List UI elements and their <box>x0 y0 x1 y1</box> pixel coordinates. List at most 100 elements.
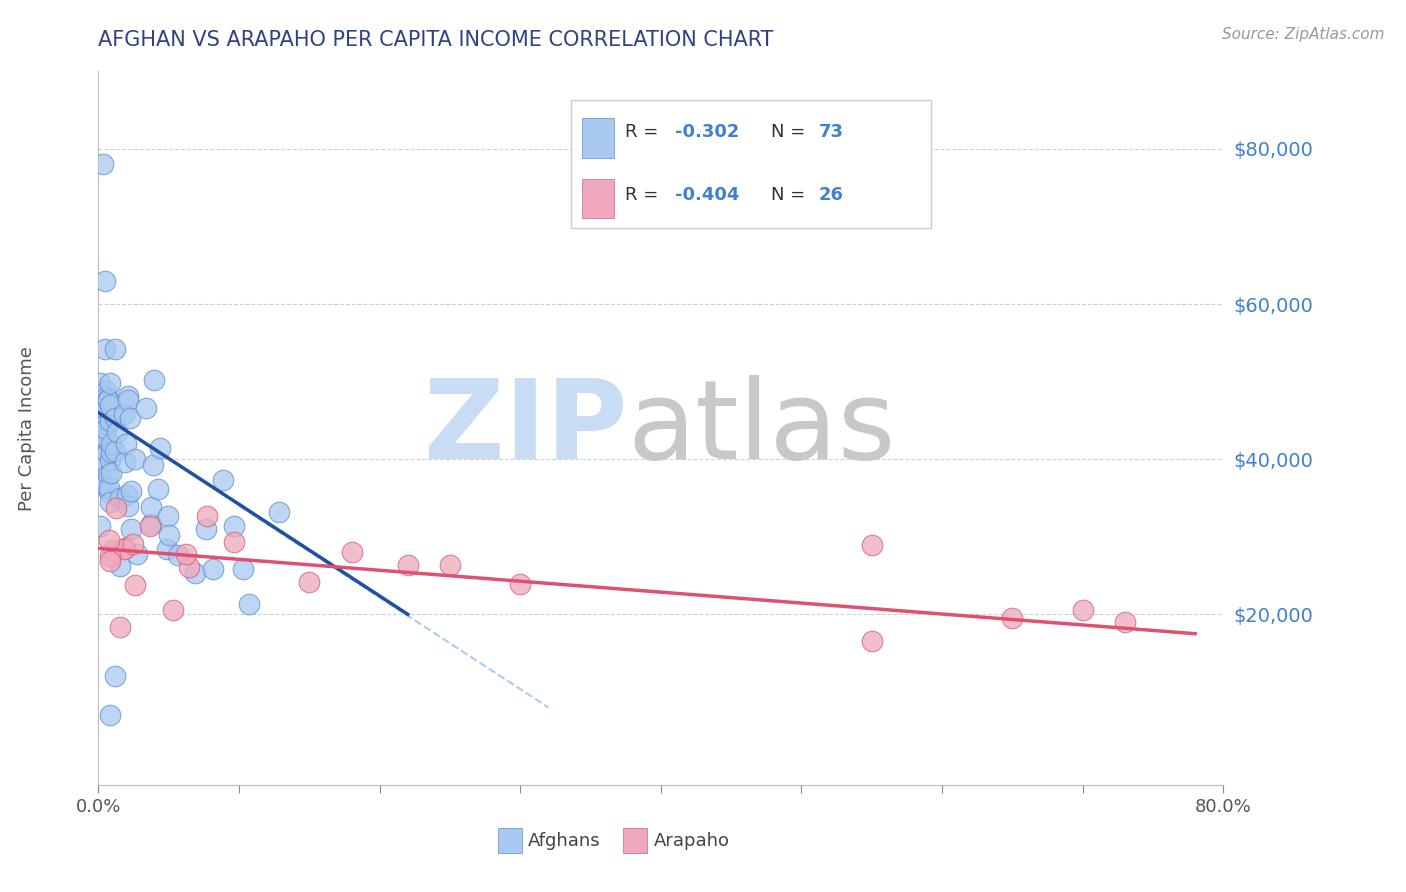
Point <box>89 518 111 533</box>
Point <box>138 518 160 533</box>
Point <box>90 431 112 445</box>
Point <box>162 603 184 617</box>
Point <box>110 620 132 634</box>
FancyBboxPatch shape <box>571 100 931 228</box>
Point <box>105 500 128 515</box>
Point <box>167 548 190 562</box>
Point <box>184 566 207 580</box>
Text: Arapaho: Arapaho <box>654 831 730 849</box>
Point <box>1114 615 1136 629</box>
Point <box>104 342 127 356</box>
Point <box>124 578 146 592</box>
Point <box>89 376 111 390</box>
Point <box>100 437 122 451</box>
Point <box>115 437 138 451</box>
Point <box>100 495 122 509</box>
Point <box>105 425 128 440</box>
Point <box>98 533 121 547</box>
Point <box>122 536 145 550</box>
Point <box>114 541 136 556</box>
Point <box>90 440 112 454</box>
Point <box>157 509 180 524</box>
Bar <box>498 828 523 853</box>
Text: Afghans: Afghans <box>529 831 600 849</box>
Point <box>125 547 148 561</box>
Point <box>142 458 165 472</box>
Point <box>117 393 139 408</box>
Point <box>100 467 122 481</box>
Point <box>104 411 127 425</box>
Point <box>98 481 121 495</box>
Point <box>135 401 157 416</box>
Point <box>96 446 118 460</box>
Point <box>117 499 139 513</box>
Point <box>860 634 883 648</box>
Point <box>149 441 172 455</box>
Point <box>1071 603 1094 617</box>
Point <box>89 432 111 446</box>
Point <box>98 554 121 568</box>
Point <box>232 562 254 576</box>
Bar <box>582 178 613 218</box>
Point <box>90 424 112 438</box>
Point <box>91 472 114 486</box>
Point <box>396 558 419 572</box>
Text: R =: R = <box>624 123 664 141</box>
Text: -0.404: -0.404 <box>675 186 740 204</box>
Point <box>298 575 321 590</box>
Point <box>174 547 197 561</box>
Point <box>156 542 179 557</box>
Point <box>202 561 225 575</box>
Point <box>98 708 121 723</box>
Text: atlas: atlas <box>627 375 896 482</box>
Point <box>509 577 531 591</box>
Point <box>142 373 165 387</box>
Point <box>120 411 142 425</box>
Point <box>104 443 127 458</box>
Point <box>157 527 180 541</box>
Point <box>104 669 127 683</box>
Point <box>97 467 120 482</box>
Point <box>94 274 117 288</box>
Point <box>94 417 117 431</box>
Point <box>97 392 120 406</box>
Point <box>222 519 245 533</box>
Point <box>94 430 117 444</box>
Point <box>94 401 117 416</box>
Point <box>93 431 115 445</box>
Point <box>110 491 132 506</box>
Point <box>97 484 120 499</box>
Text: N =: N = <box>770 186 811 204</box>
Point <box>117 389 139 403</box>
Text: 73: 73 <box>818 123 844 141</box>
Point <box>224 534 246 549</box>
Point <box>117 488 139 502</box>
Point <box>94 342 117 356</box>
Bar <box>582 119 613 158</box>
Point <box>96 422 118 436</box>
Point <box>101 543 124 558</box>
Point <box>94 384 117 398</box>
Point <box>108 558 131 573</box>
Point <box>98 414 121 428</box>
Point <box>124 452 146 467</box>
Text: R =: R = <box>624 186 664 204</box>
Point <box>340 545 363 559</box>
Point <box>97 392 120 407</box>
Point <box>139 517 162 532</box>
Point <box>98 549 121 564</box>
Point <box>112 542 135 557</box>
Point <box>91 477 114 491</box>
Text: AFGHAN VS ARAPAHO PER CAPITA INCOME CORRELATION CHART: AFGHAN VS ARAPAHO PER CAPITA INCOME CORR… <box>98 30 773 50</box>
Point <box>90 456 112 470</box>
Point <box>100 445 122 459</box>
Point <box>89 411 111 425</box>
Text: 26: 26 <box>818 186 844 204</box>
Point <box>114 455 136 469</box>
Point <box>141 500 163 514</box>
Point <box>98 452 121 467</box>
Point <box>146 482 169 496</box>
Point <box>212 473 235 487</box>
Y-axis label: Per Capita Income: Per Capita Income <box>18 346 37 510</box>
Point <box>269 505 291 519</box>
